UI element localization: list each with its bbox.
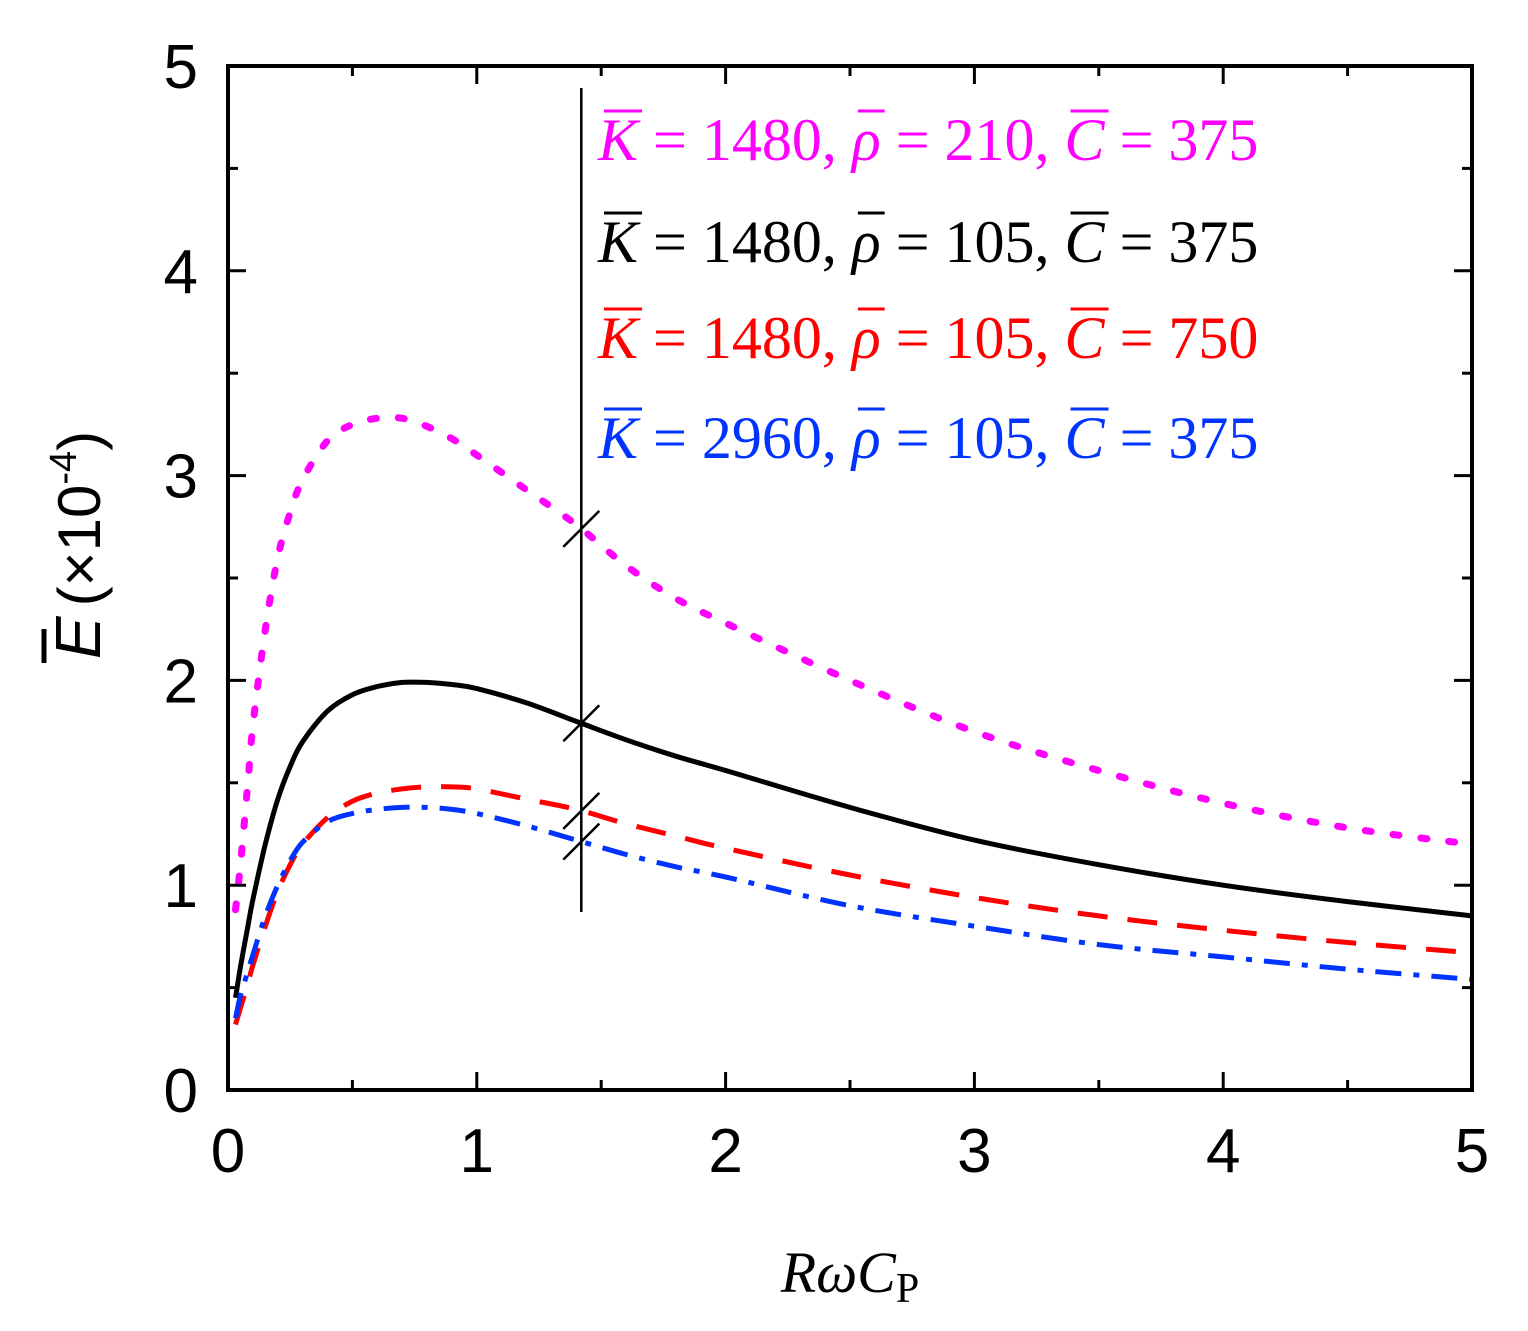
y-tick-label: 1 bbox=[164, 852, 198, 921]
x-tick-label: 4 bbox=[1206, 1117, 1240, 1186]
x-axis-label: RωCP bbox=[780, 1240, 919, 1312]
x-tick-label: 3 bbox=[957, 1117, 991, 1186]
break-mark-1 bbox=[562, 509, 601, 548]
series-line-2 bbox=[233, 679, 1473, 999]
series-line-1 bbox=[232, 413, 1476, 914]
axis-tick-labels: 0 1 2 3 4 5 0 1 2 3 4 5 bbox=[164, 33, 1490, 1186]
y-tick-label: 3 bbox=[164, 443, 198, 512]
series-line-3 bbox=[233, 784, 1473, 1026]
x-tick-label: 1 bbox=[460, 1117, 494, 1186]
break-mark-2 bbox=[562, 704, 601, 743]
legend: K = 1480, ρ = 210, C = 375 K = 1480, ρ = … bbox=[597, 107, 1258, 471]
y-axis-label: E(×10-4) bbox=[41, 431, 114, 663]
legend-entry-3: K = 1480, ρ = 105, C = 750 bbox=[597, 305, 1258, 371]
y-tick-label: 4 bbox=[164, 238, 198, 307]
x-tick-label: 5 bbox=[1455, 1117, 1489, 1186]
y-tick-label: 0 bbox=[164, 1057, 198, 1126]
legend-entry-2: K = 1480, ρ = 105, C = 375 bbox=[597, 209, 1258, 275]
x-tick-label: 2 bbox=[708, 1117, 742, 1186]
legend-entry-1: K = 1480, ρ = 210, C = 375 bbox=[597, 107, 1258, 173]
break-mark-4 bbox=[562, 822, 601, 861]
axis-ticks bbox=[226, 64, 1474, 1092]
legend-entry-4: K = 2960, ρ = 105, C = 375 bbox=[597, 405, 1258, 471]
x-tick-label: 0 bbox=[211, 1117, 245, 1186]
series-line-4 bbox=[233, 804, 1473, 1019]
svg-text:E(×10-4): E(×10-4) bbox=[42, 431, 114, 659]
y-tick-label: 5 bbox=[164, 33, 198, 102]
axis-break-annotation bbox=[562, 88, 601, 912]
break-mark-3 bbox=[562, 791, 601, 830]
y-tick-label: 2 bbox=[164, 647, 198, 716]
curves-layer bbox=[232, 413, 1476, 1026]
